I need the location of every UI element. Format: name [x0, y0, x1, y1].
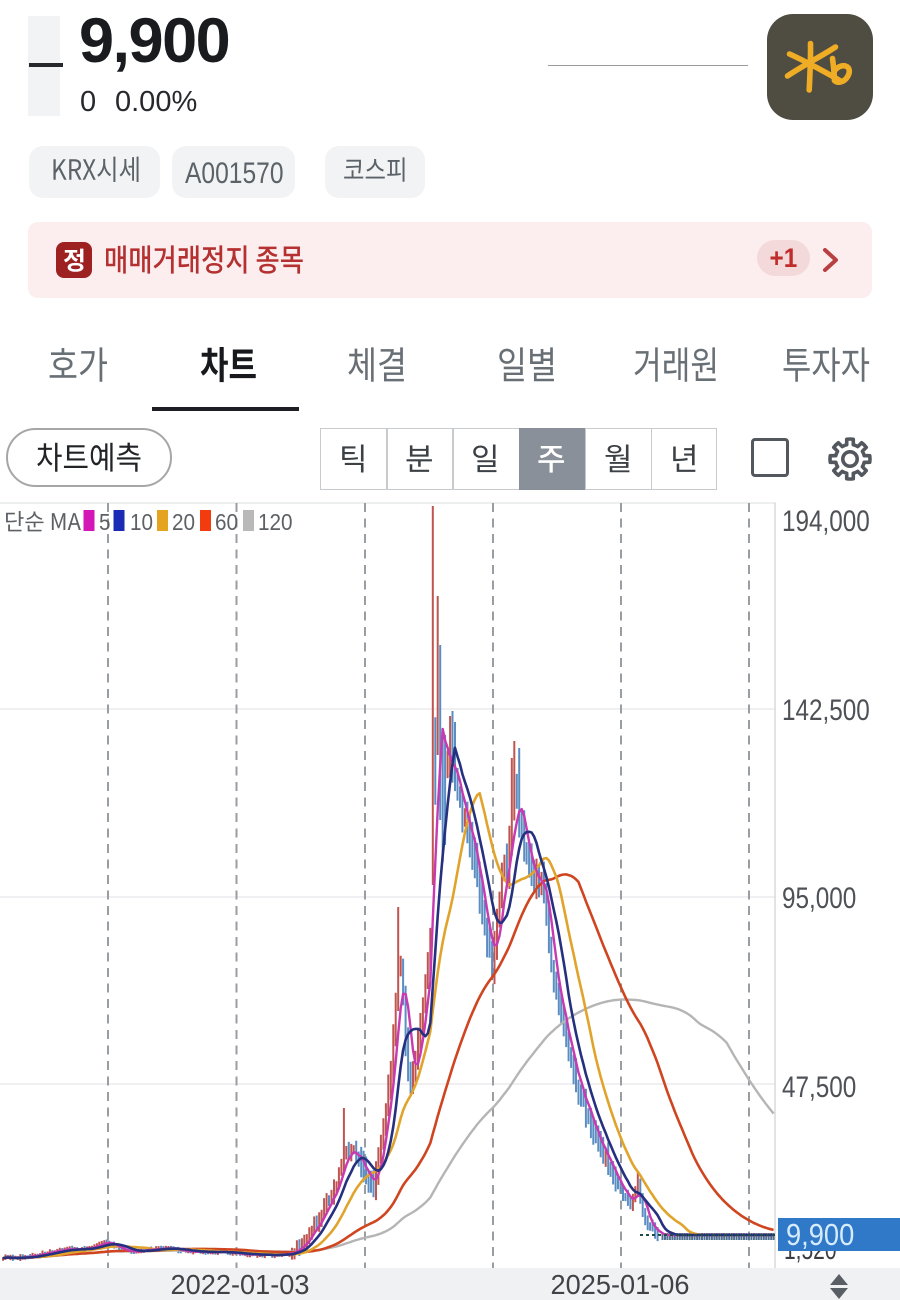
svg-text:20: 20: [172, 509, 195, 535]
svg-text:10: 10: [130, 509, 153, 535]
svg-text:120: 120: [258, 509, 293, 535]
svg-text:142,500: 142,500: [782, 693, 870, 727]
svg-text:5: 5: [99, 509, 111, 535]
svg-text:95,000: 95,000: [782, 881, 856, 915]
svg-text:9,900: 9,900: [786, 1218, 854, 1252]
svg-text:47,500: 47,500: [782, 1070, 856, 1104]
svg-text:2022-01-03: 2022-01-03: [171, 1269, 310, 1300]
svg-text:2025-01-06: 2025-01-06: [551, 1269, 690, 1300]
svg-text:194,000: 194,000: [782, 504, 870, 538]
svg-text:60: 60: [215, 509, 238, 535]
